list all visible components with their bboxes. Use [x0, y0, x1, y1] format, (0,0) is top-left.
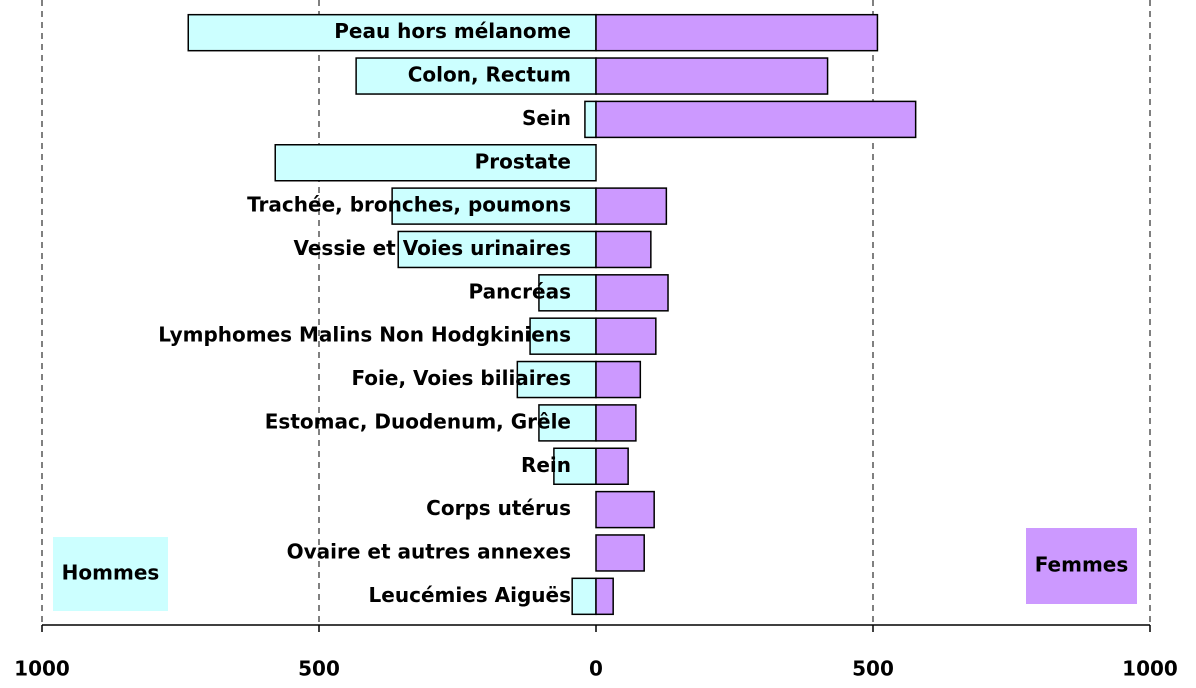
category-label: Peau hors mélanome	[334, 19, 571, 43]
bar	[595, 57, 829, 95]
legend-swatch	[1026, 528, 1137, 604]
category-label: Rein	[521, 453, 571, 477]
bar	[595, 100, 917, 139]
bar	[538, 274, 597, 312]
bar	[595, 360, 642, 399]
bar	[397, 230, 597, 269]
category-label: Lymphomes Malins Non Hodgkiniens	[158, 323, 571, 347]
bar	[595, 187, 668, 225]
category-label: Pancréas	[468, 279, 571, 303]
bar	[584, 100, 597, 139]
bar	[538, 404, 597, 442]
bar	[391, 187, 597, 225]
category-label: Colon, Rectum	[408, 63, 571, 87]
legend-label: Hommes	[62, 561, 160, 585]
category-label: Corps utérus	[426, 496, 571, 520]
category-label: Foie, Voies biliaires	[351, 366, 571, 390]
bar	[529, 317, 597, 355]
bar	[571, 577, 597, 616]
bar	[595, 13, 879, 52]
bar	[595, 490, 655, 529]
category-label: Ovaire et autres annexes	[287, 539, 571, 563]
bar	[274, 144, 597, 182]
legend-label: Femmes	[1035, 553, 1129, 577]
bar	[595, 404, 637, 442]
x-tick-label: 500	[298, 657, 340, 681]
bar	[553, 447, 597, 485]
category-label: Prostate	[475, 149, 571, 173]
bar	[595, 447, 629, 485]
bar	[595, 317, 657, 355]
category-label: Leucémies Aiguës	[369, 583, 571, 607]
category-label: Vessie et Voies urinaires	[293, 236, 571, 260]
category-label: Trachée, bronches, poumons	[247, 193, 571, 217]
bar	[595, 230, 652, 269]
bar	[595, 577, 614, 616]
bar	[595, 274, 669, 312]
x-tick-label: 1000	[14, 657, 70, 681]
bar	[595, 534, 645, 572]
x-tick-label: 0	[589, 657, 603, 681]
x-tick-label: 500	[852, 657, 894, 681]
bar	[516, 360, 597, 399]
category-label: Sein	[522, 106, 571, 130]
x-tick-label: 1000	[1122, 657, 1178, 681]
bar	[355, 57, 597, 95]
legend-swatch	[53, 537, 168, 611]
category-label: Estomac, Duodenum, Grêle	[265, 409, 571, 433]
